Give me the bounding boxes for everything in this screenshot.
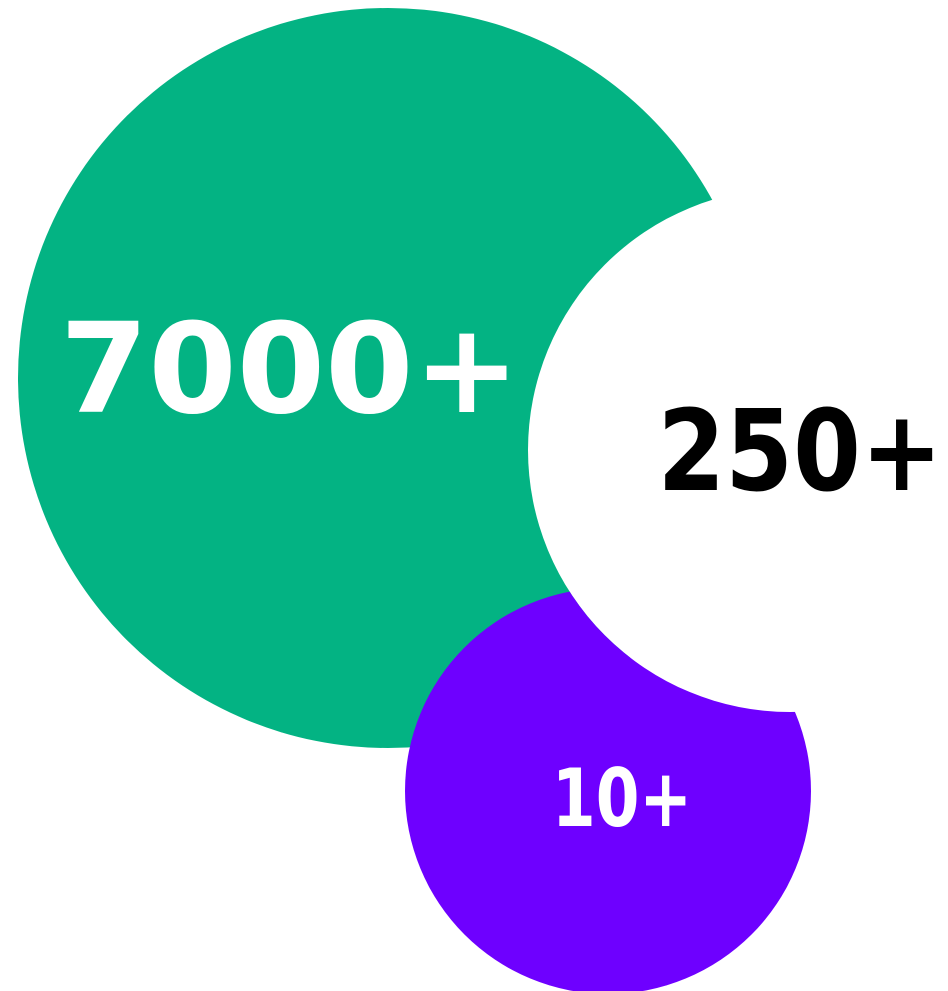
stat-value-250: 250+: [658, 387, 943, 517]
stat-value-10: 10+: [552, 752, 692, 845]
stat-value-7000: 7000+: [60, 297, 520, 442]
green-stat-circle: [18, 8, 758, 748]
purple-stat-circle: [405, 588, 811, 991]
